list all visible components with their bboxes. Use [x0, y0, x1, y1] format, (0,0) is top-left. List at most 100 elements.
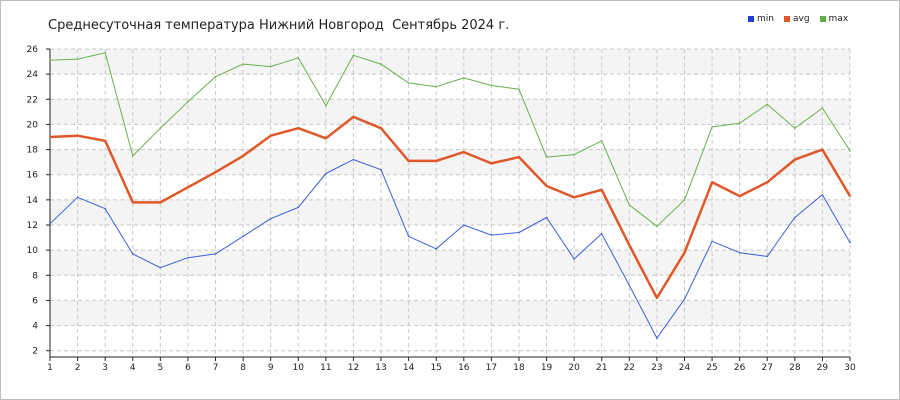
x-tick-label: 5: [157, 363, 163, 373]
data-point-max: [711, 126, 713, 128]
data-point-avg: [352, 116, 355, 118]
x-tick-label: 18: [513, 363, 525, 373]
data-point-min: [49, 222, 51, 225]
data-point-max: [738, 122, 741, 124]
data-point-min: [518, 231, 520, 234]
data-point-avg: [462, 151, 465, 153]
grid-band: [50, 250, 850, 276]
x-tick-label: 30: [844, 363, 856, 373]
data-point-max: [849, 150, 851, 152]
data-point-min: [380, 168, 382, 171]
data-point-avg: [435, 160, 438, 162]
x-tick-label: 4: [130, 363, 136, 373]
data-point-avg: [545, 185, 548, 187]
data-point-avg: [242, 155, 244, 157]
data-point-max: [656, 225, 658, 228]
data-point-min: [435, 248, 438, 250]
data-point-max: [435, 85, 438, 88]
data-point-max: [325, 104, 327, 107]
data-point-min: [462, 224, 465, 226]
y-tick-label: 18: [27, 146, 39, 156]
series-line-max: [49, 52, 851, 227]
data-point-min: [545, 216, 548, 219]
legend-item-min: min: [748, 14, 774, 24]
legend-swatch-max: [819, 16, 826, 22]
series-line-min: [49, 159, 851, 339]
data-point-min: [76, 196, 79, 199]
data-point-avg: [407, 160, 410, 162]
legend-item-max: max: [819, 14, 848, 24]
x-tick-label: 27: [762, 363, 773, 373]
data-point-max: [794, 127, 796, 129]
x-tick-label: 10: [293, 363, 305, 373]
data-point-min: [766, 255, 769, 258]
data-point-max: [683, 199, 686, 201]
legend-label-avg: avg: [792, 14, 810, 24]
legend-label-min: min: [757, 14, 774, 24]
data-point-min: [600, 233, 603, 235]
data-point-avg: [849, 195, 851, 197]
x-tick-label: 16: [458, 363, 470, 373]
data-point-min: [683, 298, 686, 300]
y-tick-label: 16: [27, 171, 39, 181]
data-point-max: [380, 63, 382, 65]
x-tick-label: 29: [817, 363, 829, 373]
x-tick-label: 8: [240, 363, 246, 373]
grid-band: [50, 49, 850, 75]
data-point-max: [242, 63, 244, 65]
data-point-min: [656, 337, 658, 339]
data-point-min: [849, 241, 851, 244]
data-point-avg: [380, 127, 382, 129]
y-tick-label: 10: [27, 246, 39, 256]
data-point-avg: [187, 186, 189, 189]
y-tick-label: 2: [32, 347, 38, 357]
x-tick-label: 26: [734, 363, 746, 373]
data-point-max: [462, 77, 465, 79]
data-point-min: [407, 235, 410, 238]
data-point-min: [242, 235, 244, 238]
data-point-avg: [794, 158, 796, 161]
data-point-max: [821, 107, 824, 109]
data-point-max: [600, 139, 603, 142]
data-point-avg: [269, 134, 272, 137]
data-point-max: [131, 155, 134, 157]
x-tick-label: 13: [375, 363, 386, 373]
x-tick-label: 21: [596, 363, 607, 373]
data-point-max: [104, 51, 106, 54]
data-point-avg: [214, 171, 217, 173]
data-point-min: [352, 158, 355, 161]
data-point-min: [297, 206, 300, 209]
grid-band: [50, 149, 850, 175]
data-point-avg: [104, 139, 106, 142]
series-line-avg: [49, 115, 852, 300]
grid-band: [50, 300, 850, 326]
data-point-avg: [821, 148, 824, 151]
data-point-max: [49, 59, 51, 62]
data-point-min: [490, 234, 493, 236]
x-tick-label: 15: [430, 363, 441, 373]
grid-band: [50, 99, 850, 125]
data-point-max: [573, 153, 575, 156]
data-point-avg: [159, 201, 162, 204]
data-point-min: [821, 194, 824, 196]
data-point-avg: [76, 134, 79, 137]
data-point-avg: [131, 201, 134, 204]
chart-title: Среднесуточная температура Нижний Новгор…: [48, 18, 510, 33]
y-tick-label: 14: [27, 196, 39, 206]
data-point-min: [159, 266, 162, 269]
y-tick-label: 20: [27, 120, 39, 130]
data-point-max: [76, 58, 79, 60]
data-point-avg: [297, 127, 300, 129]
data-point-avg: [766, 181, 769, 184]
x-tick-label: 19: [541, 363, 553, 373]
x-tick-label: 28: [789, 363, 801, 373]
data-point-min: [187, 256, 189, 259]
y-tick-label: 12: [27, 221, 38, 231]
data-point-avg: [628, 244, 631, 246]
x-tick-label: 3: [102, 363, 108, 373]
x-tick-label: 24: [679, 363, 691, 373]
y-tick-label: 4: [32, 322, 38, 332]
data-point-avg: [49, 136, 51, 138]
data-point-min: [131, 253, 134, 255]
